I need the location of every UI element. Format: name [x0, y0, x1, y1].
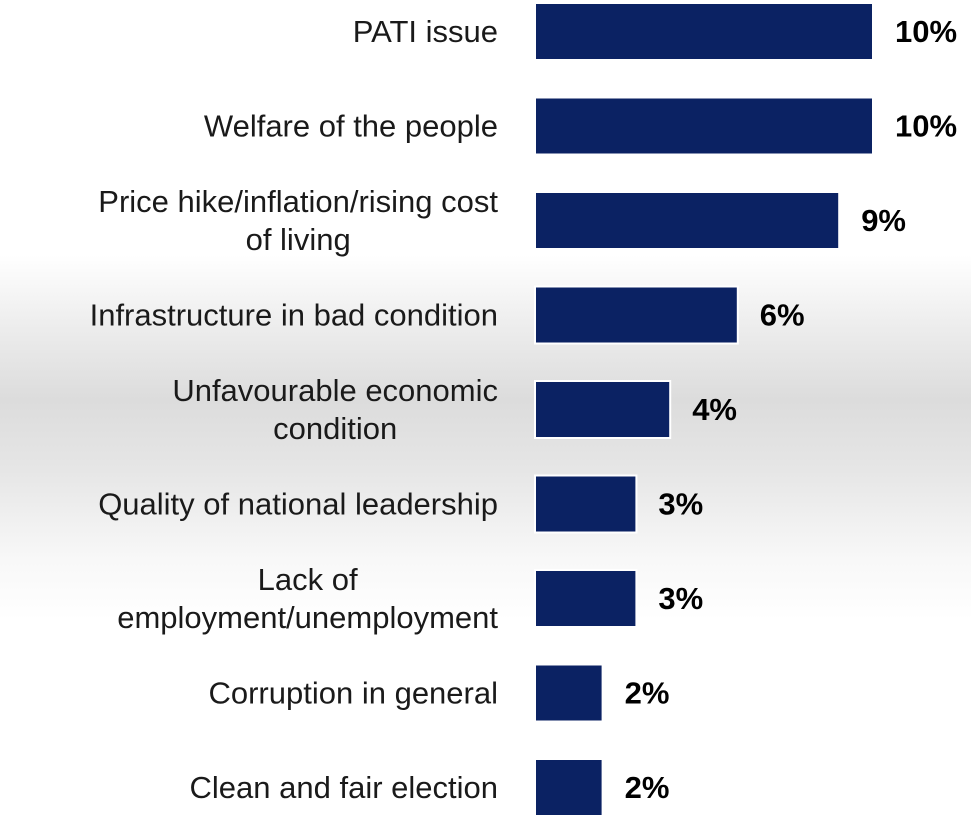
category-label: Lack of employment/unemployment: [117, 562, 498, 635]
bar: [534, 2, 874, 61]
bar: [534, 380, 672, 439]
value-label: 9%: [861, 203, 906, 238]
value-label: 10%: [895, 14, 957, 49]
category-label: Welfare of the people: [204, 109, 498, 144]
category-label-line: Lack of: [258, 562, 358, 597]
value-label: 3%: [658, 581, 703, 616]
category-label: Corruption in general: [208, 676, 498, 711]
category-label: Unfavourable economic condition: [172, 373, 498, 446]
category-label: PATI issue: [353, 14, 498, 49]
bar: [534, 569, 638, 628]
category-label-line: condition: [273, 411, 397, 446]
category-label-line: Unfavourable economic: [172, 373, 498, 408]
bar: [534, 758, 604, 817]
bar: [534, 474, 638, 534]
bar: [534, 663, 604, 723]
category-label-line: Price hike/inflation/rising cost: [98, 184, 498, 219]
category-label: Quality of national leadership: [98, 487, 498, 522]
value-label: 2%: [625, 676, 670, 711]
category-label-line: of living: [246, 222, 351, 257]
category-label-line: PATI issue: [353, 14, 498, 49]
bar: [534, 285, 739, 345]
category-label-line: Infrastructure in bad condition: [90, 298, 498, 333]
value-label: 4%: [692, 392, 737, 427]
category-label-line: Corruption in general: [208, 676, 498, 711]
category-label: Infrastructure in bad condition: [90, 298, 498, 333]
value-label: 10%: [895, 109, 957, 144]
value-label: 6%: [760, 298, 805, 333]
category-label-line: Clean and fair election: [190, 770, 498, 805]
category-label-line: employment/unemployment: [117, 600, 498, 635]
category-label: Clean and fair election: [190, 770, 498, 805]
value-label: 3%: [658, 487, 703, 522]
category-label: Price hike/inflation/rising cost of livin…: [98, 184, 498, 257]
bar: [534, 96, 874, 156]
value-label: 2%: [625, 770, 670, 805]
category-label-line: Welfare of the people: [204, 109, 498, 144]
category-label-line: Quality of national leadership: [98, 487, 498, 522]
bar: [534, 191, 841, 250]
